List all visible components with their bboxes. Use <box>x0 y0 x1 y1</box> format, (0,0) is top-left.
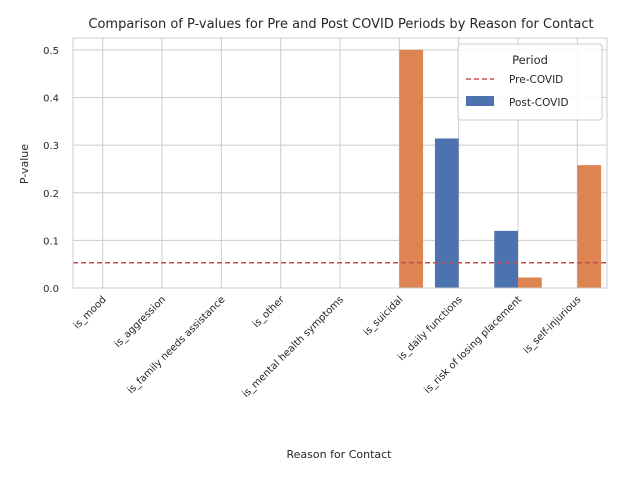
y-tick-label: 0.5 <box>43 46 59 57</box>
legend-label-pre-covid: Pre-COVID <box>509 74 563 86</box>
y-axis-label: P-value <box>18 144 31 184</box>
bar <box>494 230 518 288</box>
legend-swatch-post-covid <box>466 96 494 106</box>
y-tick-label: 0.3 <box>43 141 59 152</box>
gridlines <box>73 38 607 289</box>
legend: Period Pre-COVID Post-COVID <box>457 43 603 121</box>
bar <box>518 277 542 288</box>
legend-title: Period <box>512 53 548 67</box>
y-axis-ticks: 0.0 0.1 0.2 0.3 0.4 0.5 <box>43 46 59 295</box>
legend-label-post-covid: Post-COVID <box>509 97 569 109</box>
x-axis-label: Reason for Contact <box>286 448 392 461</box>
y-tick-label: 0.1 <box>43 236 59 247</box>
y-tick-label: 0.0 <box>43 284 59 295</box>
bars <box>399 49 602 289</box>
bar <box>577 165 602 288</box>
y-tick-label: 0.4 <box>43 94 59 105</box>
bar <box>434 138 459 288</box>
plot-frame <box>72 37 608 289</box>
chart-title: Comparison of P-values for Pre and Post … <box>88 17 593 32</box>
y-tick-label: 0.2 <box>43 189 59 200</box>
bar <box>399 49 424 289</box>
